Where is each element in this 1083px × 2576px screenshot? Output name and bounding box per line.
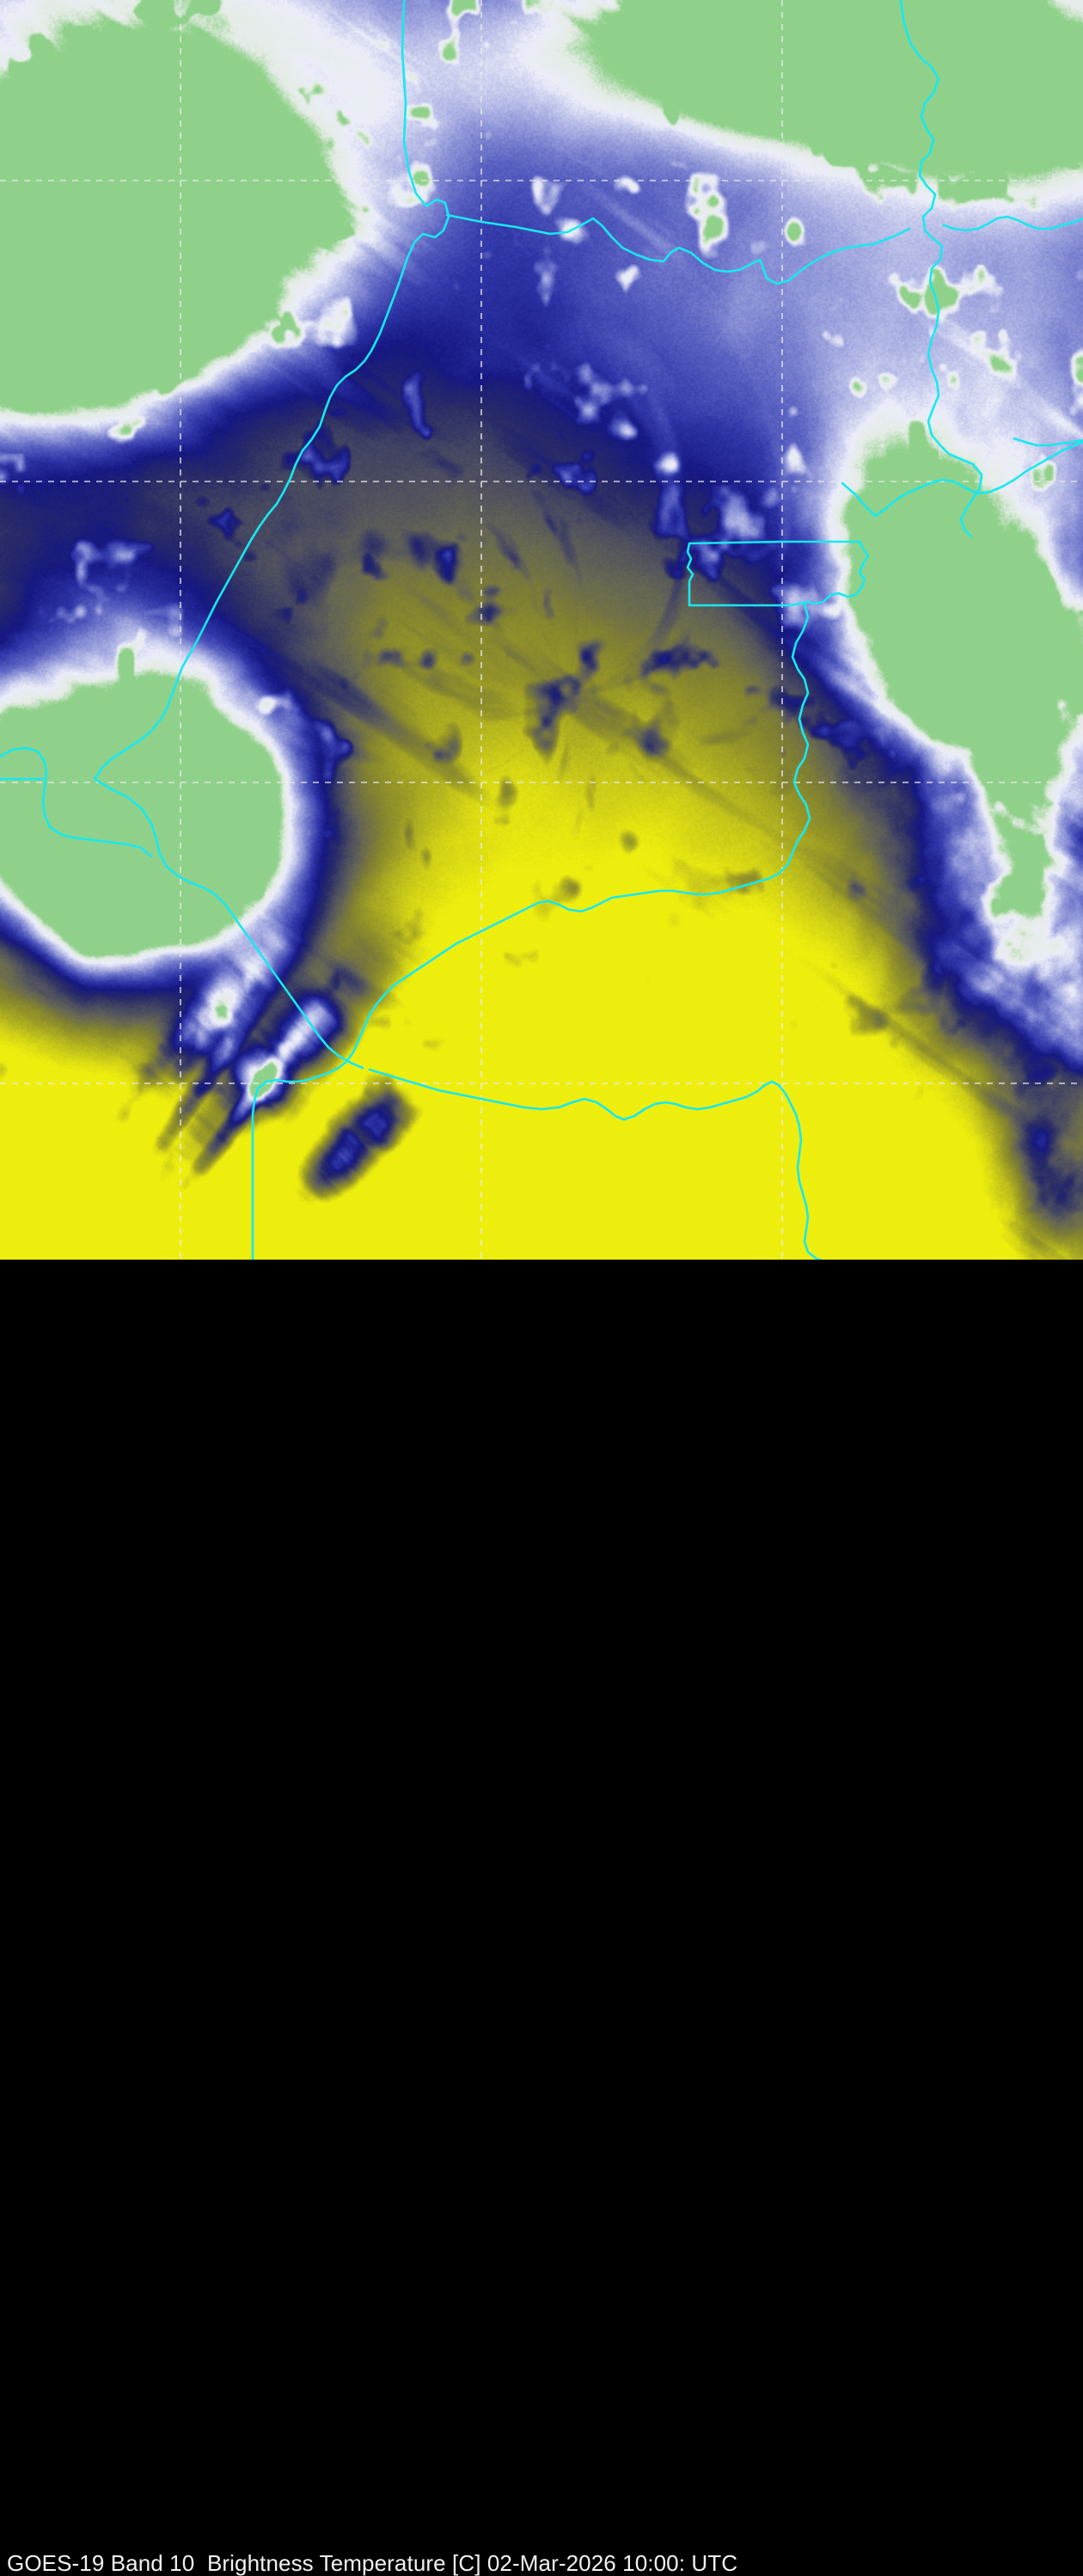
- iowa-state-outline: [686, 540, 870, 607]
- nebraska-kansas-state-line: [93, 777, 364, 1070]
- satellite-map-area[interactable]: [0, 0, 1083, 1260]
- northern-state-line: [445, 213, 911, 285]
- graticule-grid: [0, 0, 1083, 1260]
- colorado-nebraska-corner: [0, 746, 153, 858]
- missouri-river-boundary: [93, 0, 450, 781]
- kansas-oklahoma-state-line: [368, 1068, 823, 1260]
- vector-overlay-layer: [0, 0, 1083, 1260]
- political-boundaries: [0, 0, 1083, 1260]
- right-edge-river-tail: [1013, 437, 1083, 447]
- upper-right-river-branch: [942, 215, 1083, 232]
- missouri-river-western-line: [251, 602, 811, 1260]
- caption-bar: GOES-19 Band 10 Brightness Temperature […: [0, 1260, 1083, 2574]
- mississippi-river-boundary: [899, 0, 983, 538]
- product-caption: GOES-19 Band 10 Brightness Temperature […: [7, 2550, 738, 2576]
- eastern-river-boundary: [841, 440, 1083, 518]
